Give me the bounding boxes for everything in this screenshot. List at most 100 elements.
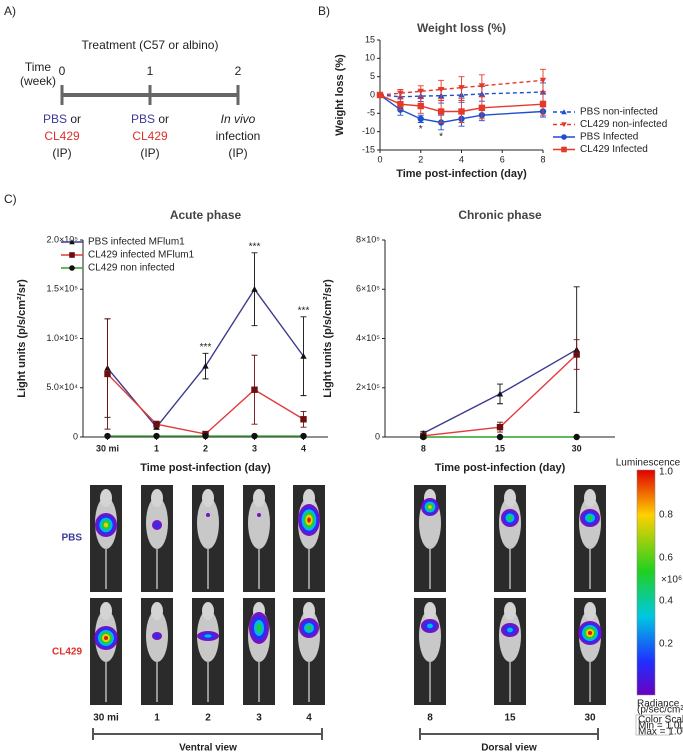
- scale-multiplier: ×10⁶: [661, 575, 682, 586]
- y-tick-label: 1.5×10⁵: [46, 284, 78, 294]
- annotation: *: [439, 131, 443, 142]
- x-tick-label: 0: [377, 154, 382, 164]
- scale-info: Color Scale: [638, 715, 683, 726]
- timeline-title: Treatment (C57 or albino): [82, 38, 219, 52]
- marker: [300, 416, 307, 423]
- x-tick-label: 15: [495, 443, 505, 453]
- y-tick-label: 2.0×10⁵: [46, 234, 78, 244]
- annotation: ***: [200, 342, 212, 353]
- or: or: [158, 112, 169, 126]
- signal: [104, 636, 108, 640]
- step-text: infection: [216, 129, 261, 143]
- x-tick-label: 8: [540, 154, 545, 164]
- image-label: 15: [504, 713, 516, 724]
- marker: [104, 432, 111, 440]
- mouse-image: [243, 485, 275, 592]
- marker: [153, 432, 160, 440]
- legend-marker: [69, 265, 75, 271]
- x-tick-label: 4: [301, 443, 306, 453]
- signal: [427, 623, 433, 629]
- marker: [300, 432, 307, 440]
- scale-tick: 0.4: [659, 596, 673, 607]
- route: (IP): [228, 146, 247, 160]
- x-tick-label: 8: [421, 443, 426, 453]
- image-label: 30: [584, 713, 596, 724]
- y-tick-label: 2×10⁵: [356, 382, 380, 392]
- mouse-image: [293, 485, 325, 592]
- marker: [420, 433, 427, 441]
- y-tick-label: 15: [365, 34, 375, 44]
- marker: [437, 108, 445, 115]
- signal: [507, 515, 513, 521]
- x-axis-label: Time post-infection (day): [396, 168, 527, 180]
- x-tick-label: 30 mi: [96, 443, 119, 453]
- x-tick-label: 6: [500, 154, 505, 164]
- marker: [573, 351, 580, 358]
- mouse-image: [494, 485, 526, 592]
- marker: [417, 115, 424, 123]
- legend-marker: [561, 122, 567, 128]
- x-tick-label: 2: [418, 154, 423, 164]
- marker: [458, 108, 465, 115]
- scale-tick: 0.8: [659, 510, 673, 521]
- marker: [437, 86, 445, 93]
- series-line: [106, 373, 304, 435]
- signal: [204, 634, 212, 638]
- mouse-head: [253, 489, 265, 507]
- legend-label: CL429 infected MFlum1: [88, 250, 195, 261]
- mouse-head: [100, 489, 112, 507]
- mouse-head: [303, 602, 315, 620]
- x-tick-label: 4: [459, 154, 464, 164]
- step-text: In vivo: [221, 112, 256, 126]
- mouse-head: [504, 489, 516, 507]
- panel-label: B): [318, 4, 330, 18]
- signal: [507, 627, 513, 633]
- y-axis-label: Light units (p/s/cm²/sr): [322, 279, 334, 398]
- marker: [251, 432, 258, 440]
- y-tick-label: 10: [365, 53, 375, 63]
- signal: [256, 624, 262, 632]
- legend-label: CL429 Infected: [580, 144, 648, 155]
- marker: [202, 432, 209, 440]
- mouse-image: [90, 598, 122, 705]
- view-label: Ventral view: [179, 743, 237, 754]
- marker: [539, 77, 547, 84]
- scale-bar: [636, 469, 656, 696]
- agent: CL429: [132, 129, 168, 143]
- scale-unit: (p/sec/cm²/sr): [637, 705, 683, 716]
- signal: [206, 513, 210, 517]
- scale-box: [635, 714, 671, 736]
- y-tick-label: -10: [362, 126, 375, 136]
- chart-title: Acute phase: [170, 208, 242, 222]
- y-tick-label: 0: [73, 431, 78, 441]
- marker: [202, 362, 209, 369]
- marker: [417, 102, 424, 110]
- legend-marker: [561, 134, 567, 140]
- route: (IP): [52, 146, 71, 160]
- scale-tick: 0.6: [659, 553, 673, 564]
- annotation: ***: [298, 305, 310, 316]
- x-axis-label: Time post-infection (day): [435, 462, 566, 474]
- y-axis-label: Light units (p/s/cm²/sr): [16, 279, 28, 398]
- week: 1: [147, 64, 154, 78]
- y-tick-label: -15: [362, 144, 375, 154]
- mouse-image: [141, 598, 173, 705]
- legend-label: PBS non-infected: [580, 107, 658, 118]
- route: (IP): [140, 146, 159, 160]
- mouse-image: [141, 485, 173, 592]
- legend-marker: [69, 239, 75, 245]
- marker: [104, 370, 111, 378]
- marker: [539, 100, 547, 108]
- legend-label: CL429 non infected: [88, 263, 175, 274]
- marker: [573, 433, 580, 441]
- mouse-body: [197, 497, 219, 549]
- image-label: 1: [154, 713, 160, 724]
- or: or: [70, 112, 81, 126]
- mouse-image: [243, 598, 275, 705]
- legend-label: CL429 non-infected: [580, 119, 667, 130]
- legend-marker: [561, 109, 567, 115]
- marker: [251, 386, 258, 393]
- panel-label: A): [4, 4, 16, 18]
- scale-title: Luminescence: [616, 458, 681, 469]
- color-scale: Luminescence 1.0 0.8 0.6 0.4 0.2 ×10⁶ Ra…: [616, 458, 683, 738]
